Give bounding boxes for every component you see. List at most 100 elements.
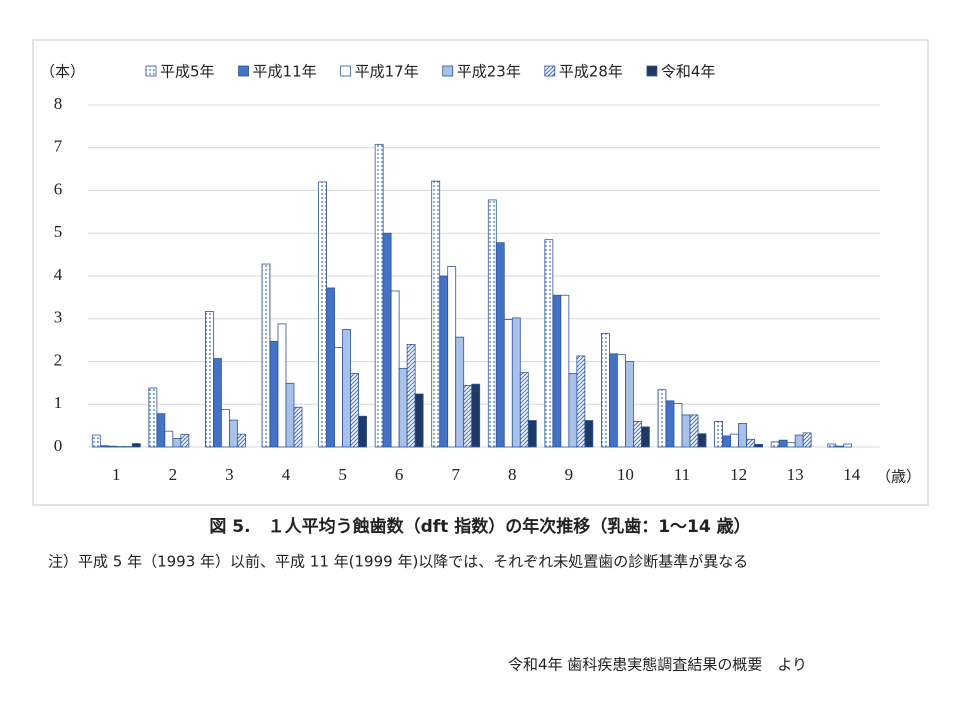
bar xyxy=(633,421,641,447)
bar xyxy=(157,414,165,447)
legend-swatch xyxy=(443,66,453,76)
bar xyxy=(690,415,698,447)
bar xyxy=(698,434,706,447)
bar xyxy=(747,439,755,447)
bar xyxy=(666,401,674,447)
bar xyxy=(472,384,480,447)
bar xyxy=(343,329,351,447)
bar xyxy=(213,359,221,447)
bar xyxy=(415,394,423,447)
bar xyxy=(92,435,100,447)
source: 令和4年 歯科疾患実態調査結果の概要 より xyxy=(508,656,807,674)
bar xyxy=(512,318,520,447)
y-tick-label: 3 xyxy=(54,308,63,327)
bar xyxy=(577,356,585,447)
x-tick-label: 10 xyxy=(617,465,634,484)
bar xyxy=(399,368,407,447)
bar xyxy=(836,446,844,447)
bar xyxy=(173,438,181,447)
x-tick-label: 7 xyxy=(451,465,460,484)
bar xyxy=(828,444,836,447)
x-unit: （歳） xyxy=(876,468,921,486)
bar xyxy=(795,435,803,447)
y-unit: （本） xyxy=(40,63,85,81)
x-tick-label: 6 xyxy=(395,465,404,484)
legend-swatch xyxy=(341,66,351,76)
x-tick-label: 12 xyxy=(730,465,747,484)
bar xyxy=(383,233,391,447)
bar xyxy=(262,264,270,447)
bar xyxy=(771,442,779,447)
x-tick-label: 8 xyxy=(508,465,517,484)
bar xyxy=(488,200,496,447)
bar xyxy=(440,276,448,447)
legend-label: 平成28年 xyxy=(559,63,623,81)
bar xyxy=(286,383,294,447)
bar xyxy=(359,416,367,447)
bar xyxy=(432,181,440,447)
bar xyxy=(625,362,633,448)
y-tick-label: 2 xyxy=(54,350,63,369)
legend-swatch xyxy=(146,66,156,76)
bar xyxy=(569,373,577,447)
bar xyxy=(319,182,327,447)
bar xyxy=(456,337,464,447)
bar xyxy=(561,295,569,447)
bar xyxy=(294,407,302,447)
bar xyxy=(545,240,553,447)
bar xyxy=(609,354,617,447)
x-tick-label: 9 xyxy=(565,465,574,484)
bar xyxy=(108,446,116,447)
bar xyxy=(496,243,504,447)
x-tick-label: 3 xyxy=(225,465,234,484)
bar xyxy=(755,444,763,447)
bar xyxy=(229,420,237,447)
bar xyxy=(327,288,335,447)
bar xyxy=(617,355,625,447)
bar xyxy=(585,420,593,447)
bar xyxy=(149,388,157,447)
bar xyxy=(674,403,682,447)
bar xyxy=(731,434,739,447)
legend-label: 平成5年 xyxy=(160,63,215,81)
legend-swatch xyxy=(545,66,555,76)
bar xyxy=(787,443,795,447)
bar xyxy=(181,435,189,447)
bar xyxy=(528,420,536,447)
x-tick-label: 4 xyxy=(282,465,291,484)
y-tick-label: 7 xyxy=(54,137,63,156)
x-tick-label: 5 xyxy=(338,465,347,484)
bar xyxy=(335,347,343,447)
bar xyxy=(205,311,213,447)
bar xyxy=(375,144,383,447)
bar xyxy=(464,385,472,447)
bar xyxy=(237,434,245,447)
bar xyxy=(504,320,512,447)
bar xyxy=(779,440,787,447)
bar xyxy=(448,267,456,447)
x-tick-label: 11 xyxy=(674,465,690,484)
legend-label: 平成11年 xyxy=(253,63,317,81)
bar xyxy=(723,436,731,447)
bar xyxy=(658,390,666,447)
bar xyxy=(270,341,278,447)
y-tick-label: 1 xyxy=(54,393,63,412)
x-tick-label: 14 xyxy=(843,465,861,484)
bar xyxy=(100,446,108,447)
legend-swatch xyxy=(239,66,249,76)
note: 注）平成 5 年（1993 年）以前、平成 11 年(1999 年)以降では、そ… xyxy=(48,553,748,571)
bar xyxy=(407,344,415,447)
bar xyxy=(221,409,229,447)
y-tick-label: 6 xyxy=(54,179,63,198)
x-tick-label: 2 xyxy=(169,465,178,484)
bar xyxy=(844,444,852,447)
bar xyxy=(803,433,811,447)
legend-label: 平成17年 xyxy=(355,63,419,81)
x-tick-label: 13 xyxy=(787,465,804,484)
y-tick-label: 4 xyxy=(54,265,63,284)
y-tick-label: 5 xyxy=(54,222,63,241)
bar xyxy=(391,291,399,447)
y-tick-label: 0 xyxy=(54,436,63,455)
